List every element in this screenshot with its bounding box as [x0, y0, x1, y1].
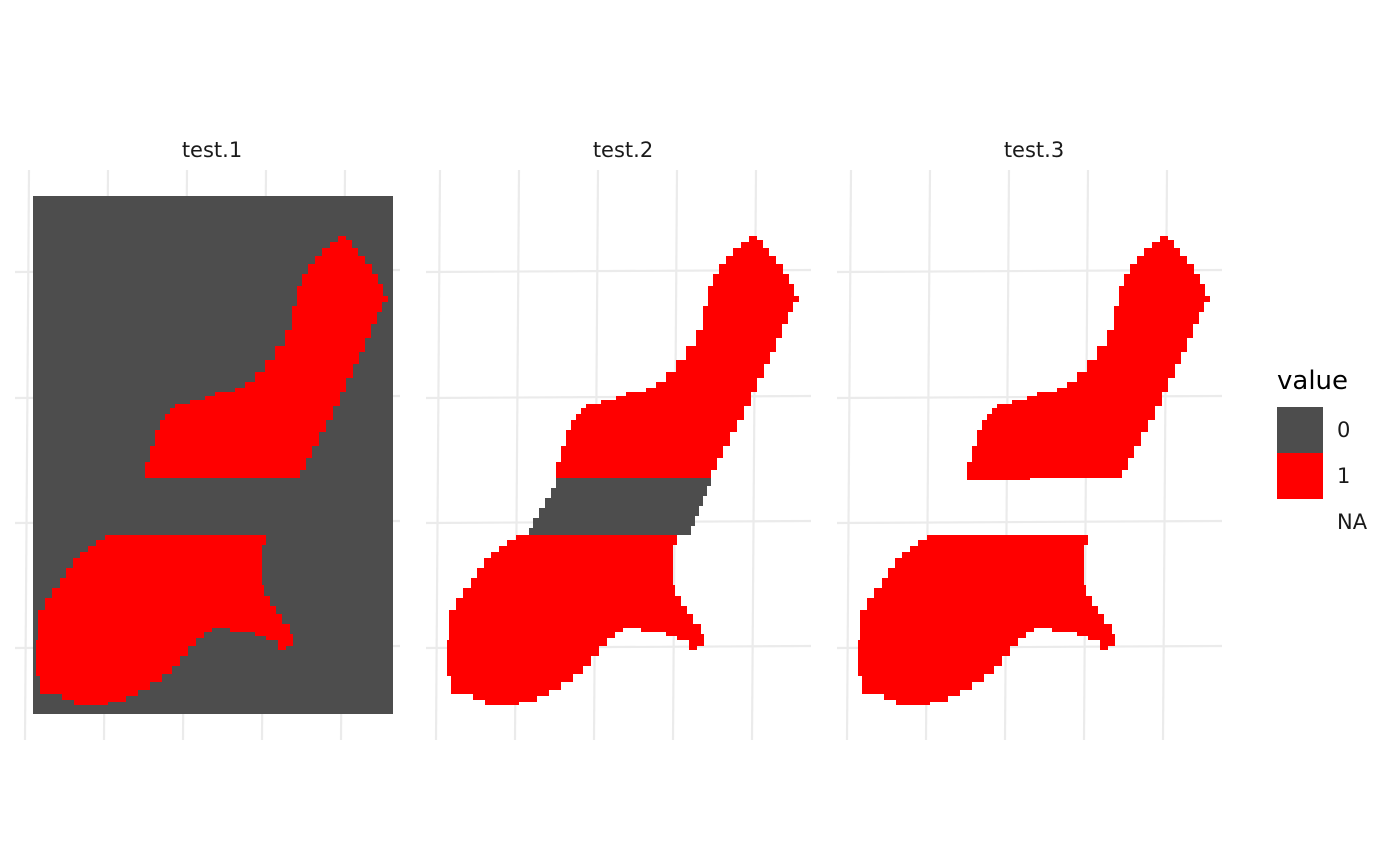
grid-line-vertical: [23, 169, 31, 741]
legend-label: 1: [1337, 464, 1350, 488]
legend-title: value: [1277, 366, 1348, 396]
facet-title: test.2: [593, 138, 653, 162]
legend-label: NA: [1337, 510, 1368, 534]
legend-label: 0: [1337, 418, 1350, 442]
legend-key-0: 0: [1277, 407, 1350, 453]
facet-title: test.3: [1004, 138, 1064, 162]
grid-line-vertical: [434, 169, 442, 741]
legend-keys: 0 1 NA: [1277, 407, 1368, 534]
panel-2: test.2: [425, 138, 812, 741]
raster-connecting-band: [118, 478, 300, 535]
raster-region-lower: [36, 535, 293, 705]
raster-connecting-band: [529, 478, 711, 535]
legend-key-1: 1: [1277, 453, 1350, 499]
raster-region-upper: [967, 236, 1210, 480]
raster-region-upper: [145, 236, 388, 480]
legend: value 0 1 NA: [1277, 366, 1368, 534]
raster-region-lower: [858, 535, 1115, 705]
legend-swatch: [1277, 407, 1323, 453]
raster-region-upper: [556, 236, 799, 480]
panel-1: test.1: [14, 138, 401, 741]
facet-panels: test.1 test.2 test.3: [14, 138, 1223, 741]
raster-region-lower: [447, 535, 704, 705]
grid-line-horizontal: [836, 519, 1223, 525]
legend-swatch: [1277, 453, 1323, 499]
legend-key-NA: NA: [1337, 510, 1368, 534]
panel-3: test.3: [836, 138, 1223, 741]
grid-line-vertical: [845, 169, 853, 741]
facet-title: test.1: [182, 138, 242, 162]
